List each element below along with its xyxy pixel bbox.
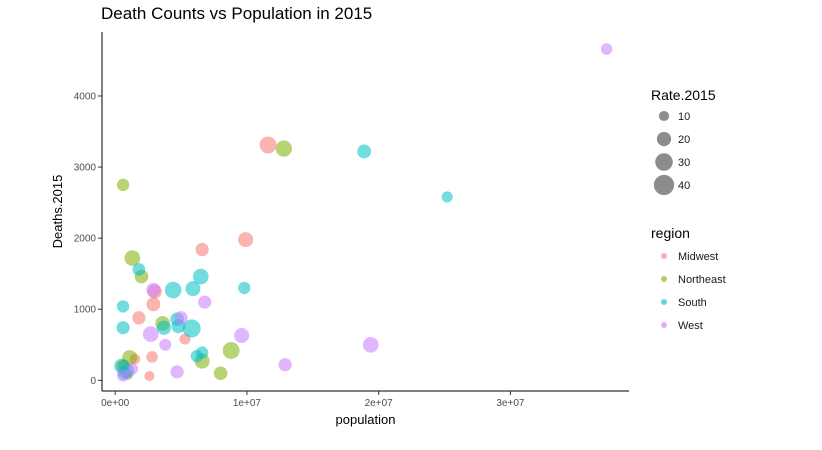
data-point-northeast: [213, 366, 228, 381]
size-legend-label: 10: [678, 111, 690, 123]
data-point-south: [441, 191, 453, 203]
size-legend-label: 30: [678, 157, 690, 169]
data-point-west: [198, 295, 212, 309]
data-point-south: [190, 349, 204, 363]
data-point-west: [146, 282, 161, 298]
x-tick-label: 3e+07: [496, 398, 525, 409]
data-point-midwest: [146, 297, 161, 312]
axes: 0e+00 1e+07 2e+07 3e+07 0 1000 2000 3000 4000: [74, 32, 629, 409]
x-tick-label: 0e+00: [101, 398, 130, 409]
y-axis-title: Deaths.2015: [50, 175, 65, 249]
data-point-west: [142, 326, 159, 342]
data-point-west: [174, 311, 188, 325]
data-point-south: [238, 281, 251, 295]
data-point-south: [192, 268, 209, 285]
y-tick-label: 0: [90, 376, 96, 387]
data-point-midwest: [259, 136, 277, 154]
color-legend-key: [661, 253, 667, 259]
data-point-south: [185, 281, 201, 297]
data-point-south: [164, 281, 182, 299]
color-legend-key: [661, 322, 667, 328]
data-point-west: [170, 365, 184, 379]
color-legend-label: South: [678, 297, 707, 309]
data-point-midwest: [144, 371, 155, 382]
color-legend-label: Midwest: [678, 251, 718, 263]
size-legend-title: Rate.2015: [651, 87, 716, 103]
data-point-south: [182, 319, 201, 338]
size-legend-key: [653, 174, 675, 196]
x-axis-title: population: [336, 412, 396, 427]
x-tick-label: 1e+07: [233, 398, 262, 409]
y-tick-label: 1000: [74, 305, 97, 316]
color-legend-key: [661, 299, 667, 305]
data-points: [114, 43, 613, 382]
data-point-south: [357, 144, 372, 159]
size-legend-key: [655, 153, 673, 171]
data-point-northeast: [124, 250, 141, 266]
size-legend-label: 20: [678, 134, 690, 146]
data-point-northeast: [222, 342, 240, 359]
color-legend-label: West: [678, 320, 703, 332]
legend: Rate.2015 10 20 30 40 region Midwest Northeast S…: [651, 87, 726, 332]
y-tick-label: 3000: [74, 163, 97, 174]
size-legend-key: [658, 110, 670, 122]
color-legend-title: region: [651, 225, 690, 241]
data-point-west: [278, 358, 292, 372]
data-point-midwest: [146, 351, 158, 363]
y-tick-label: 4000: [74, 91, 97, 102]
data-point-south: [132, 263, 146, 276]
size-legend-key: [656, 131, 672, 147]
data-point-south: [116, 300, 130, 313]
data-point-south: [156, 320, 172, 335]
y-tick-label: 2000: [74, 234, 97, 245]
data-point-midwest: [238, 232, 254, 248]
color-legend-label: Northeast: [678, 274, 726, 286]
chart-title: Death Counts vs Population in 2015: [101, 4, 373, 23]
data-point-midwest: [195, 242, 209, 257]
data-point-northeast: [275, 140, 292, 157]
size-legend-label: 40: [678, 180, 690, 192]
data-point-west: [126, 363, 139, 375]
data-point-west: [234, 328, 250, 344]
color-legend-key: [661, 276, 667, 282]
data-point-northeast: [116, 178, 130, 192]
data-point-midwest: [132, 311, 146, 325]
data-point-west: [600, 43, 613, 55]
data-point-west: [159, 338, 172, 351]
data-point-west: [362, 336, 379, 353]
data-point-south: [116, 321, 130, 335]
data-point-west: [116, 369, 130, 382]
x-tick-label: 2e+07: [365, 398, 394, 409]
